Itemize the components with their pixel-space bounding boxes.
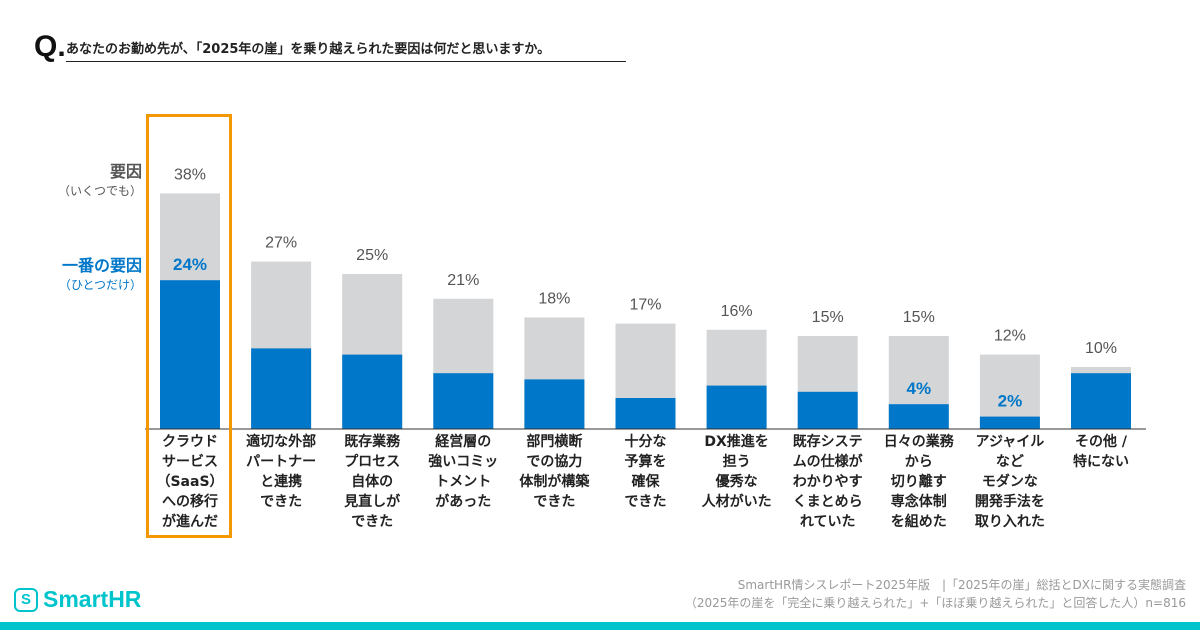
bar-top-9: [979, 416, 1040, 429]
category-label-7: 既存システ ムの仕様が わかりやす くまとめら れていた: [792, 434, 863, 530]
legend-top-label: 一番の要因: [61, 256, 142, 275]
label-all-2: 25%: [356, 247, 388, 264]
label-all-5: 17%: [629, 297, 661, 314]
label-all-7: 15%: [812, 309, 844, 326]
bar-top-10: [1071, 373, 1131, 429]
label-all-8: 15%: [903, 309, 935, 326]
source-line-1: SmartHR情シスレポート2025年版 |「2025年の崖」総括とDXに関する…: [737, 578, 1186, 592]
legend-top-sub: （ひとつだけ）: [58, 278, 142, 292]
bar-top-0: [160, 280, 220, 429]
label-all-6: 16%: [721, 303, 753, 320]
highlight-box: [146, 114, 232, 538]
label-all-10: 10%: [1085, 340, 1117, 357]
bar-top-4: [524, 379, 585, 429]
smarthr-logo-icon: S: [14, 587, 38, 612]
bar-top-8: [888, 404, 949, 429]
category-label-6: DX推進を 担う 優秀な 人材がいた: [701, 434, 772, 510]
category-label-10: その他 / 特にない: [1073, 434, 1129, 470]
label-top-9: 2%: [998, 392, 1023, 411]
question-mark: Q.: [34, 30, 66, 63]
bar-top-2: [342, 354, 403, 429]
source-line-2: （2025年の崖を「完全に乗り越えられた」+「ほぼ乗り越えられた」と回答した人）…: [684, 596, 1186, 610]
legend-all: 要因 （いくつでも）: [58, 158, 142, 199]
category-label-2: 既存業務 プロセス 自体の 見直しが できた: [344, 434, 401, 530]
label-top-0: 24%: [173, 255, 207, 274]
label-top-1: 13%: [264, 357, 298, 376]
source-note: SmartHR情シスレポート2025年版 |「2025年の崖」総括とDXに関する…: [685, 576, 1186, 612]
bar-top-5: [615, 398, 676, 429]
label-all-0: 38%: [174, 166, 206, 183]
label-top-4: 8%: [542, 388, 567, 407]
legend-all-label: 要因: [109, 162, 142, 181]
bar-top-3: [433, 373, 494, 429]
label-top-3: 9%: [451, 382, 476, 401]
category-label-1: 適切な外部 パートナー と連携 できた: [246, 434, 317, 510]
bar-top-1: [251, 348, 312, 429]
bar-top-7: [797, 391, 858, 429]
label-top-10: 9%: [1089, 382, 1114, 401]
label-all-9: 12%: [994, 328, 1026, 345]
logo-text: SmartHR: [43, 586, 142, 612]
label-top-2: 12%: [355, 364, 389, 383]
bar-top-6: [706, 385, 767, 429]
label-top-7: 6%: [815, 401, 840, 420]
label-top-5: 5%: [633, 407, 658, 426]
smarthr-logo: S SmartHR: [14, 586, 141, 613]
category-label-9: アジャイル など モダンな 開発手法を 取り入れた: [974, 434, 1045, 530]
category-label-0: クラウド サービス （SaaS） への移行 が進んだ: [156, 434, 224, 530]
category-label-5: 十分な 予算を 確保 できた: [624, 434, 667, 510]
legend-all-sub: （いくつでも）: [57, 184, 142, 198]
label-top-8: 4%: [907, 379, 932, 398]
category-label-3: 経営層の 強いコミッ トメント があった: [428, 434, 499, 510]
category-label-4: 部門横断 での協力 体制が構築 できた: [519, 434, 590, 510]
legend-top: 一番の要因 （ひとつだけ）: [59, 252, 142, 293]
label-top-6: 7%: [724, 395, 749, 414]
category-label-8: 日々の業務 から 切り離す 専念体制 を組めた: [883, 434, 954, 530]
bottom-bar: [0, 622, 1200, 630]
label-all-1: 27%: [265, 235, 297, 252]
label-all-4: 18%: [538, 290, 570, 307]
label-all-3: 21%: [447, 272, 479, 289]
question-title: あなたのお勤め先が、「2025年の崖」を乗り越えられた要因は何だと思いますか。: [66, 38, 626, 62]
